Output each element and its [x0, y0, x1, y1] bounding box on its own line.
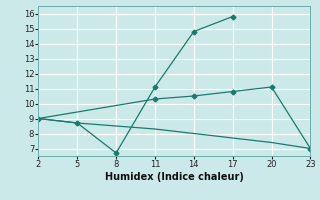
X-axis label: Humidex (Indice chaleur): Humidex (Indice chaleur) — [105, 172, 244, 182]
